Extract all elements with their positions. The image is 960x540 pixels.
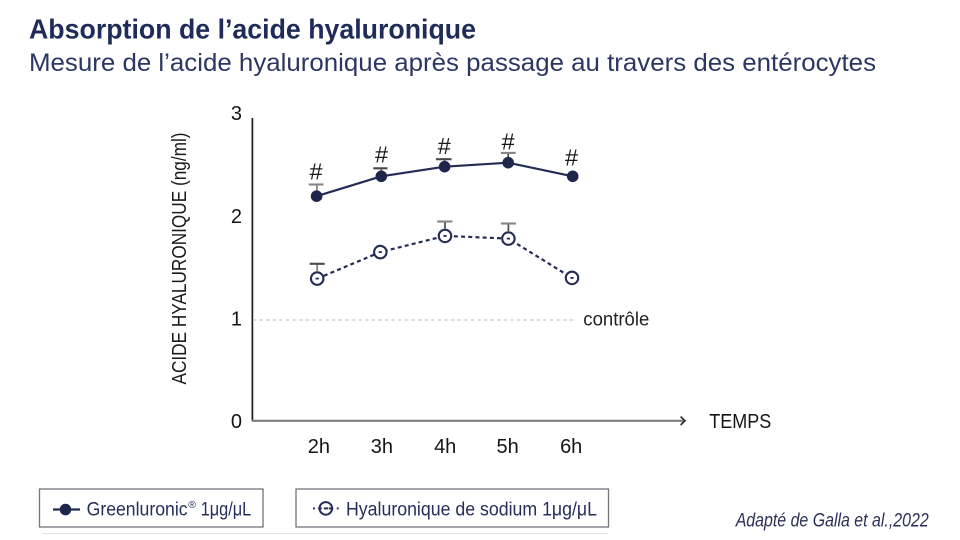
svg-text:Hyaluronique de sodium 1μg/μL: Hyaluronique de sodium 1μg/μL: [346, 500, 597, 521]
svg-text:#: #: [502, 129, 515, 155]
svg-text:contrôle: contrôle: [583, 310, 649, 331]
svg-text:#: #: [565, 145, 578, 171]
svg-text:#: #: [375, 142, 388, 168]
svg-text:1: 1: [231, 308, 242, 330]
svg-text:Mesure de l’acide hyaluronique: Mesure de l’acide hyaluronique après pas…: [29, 49, 876, 77]
svg-text:#: #: [438, 133, 451, 159]
svg-text:Greenluronic: Greenluronic: [87, 500, 188, 521]
svg-text:6h: 6h: [560, 436, 582, 458]
svg-text:ACIDE HYALURONIQUE (ng/ml): ACIDE HYALURONIQUE (ng/ml): [169, 133, 191, 385]
svg-text:3h: 3h: [371, 436, 393, 458]
svg-text:TEMPS: TEMPS: [709, 411, 771, 433]
svg-text:Absorption de l’acide hyaluron: Absorption de l’acide hyaluronique: [29, 14, 476, 45]
svg-text:3: 3: [231, 103, 242, 125]
svg-text:5h: 5h: [496, 436, 518, 458]
svg-text:4h: 4h: [434, 436, 456, 458]
svg-text:Adapté de Galla et al.,2022: Adapté de Galla et al.,2022: [735, 511, 929, 532]
svg-text:0: 0: [231, 411, 242, 433]
svg-text:#: #: [310, 159, 323, 185]
svg-text:2h: 2h: [308, 436, 330, 458]
svg-text:1μg/μL: 1μg/μL: [201, 500, 252, 521]
svg-text:®: ®: [188, 499, 196, 511]
svg-text:2: 2: [231, 206, 242, 228]
